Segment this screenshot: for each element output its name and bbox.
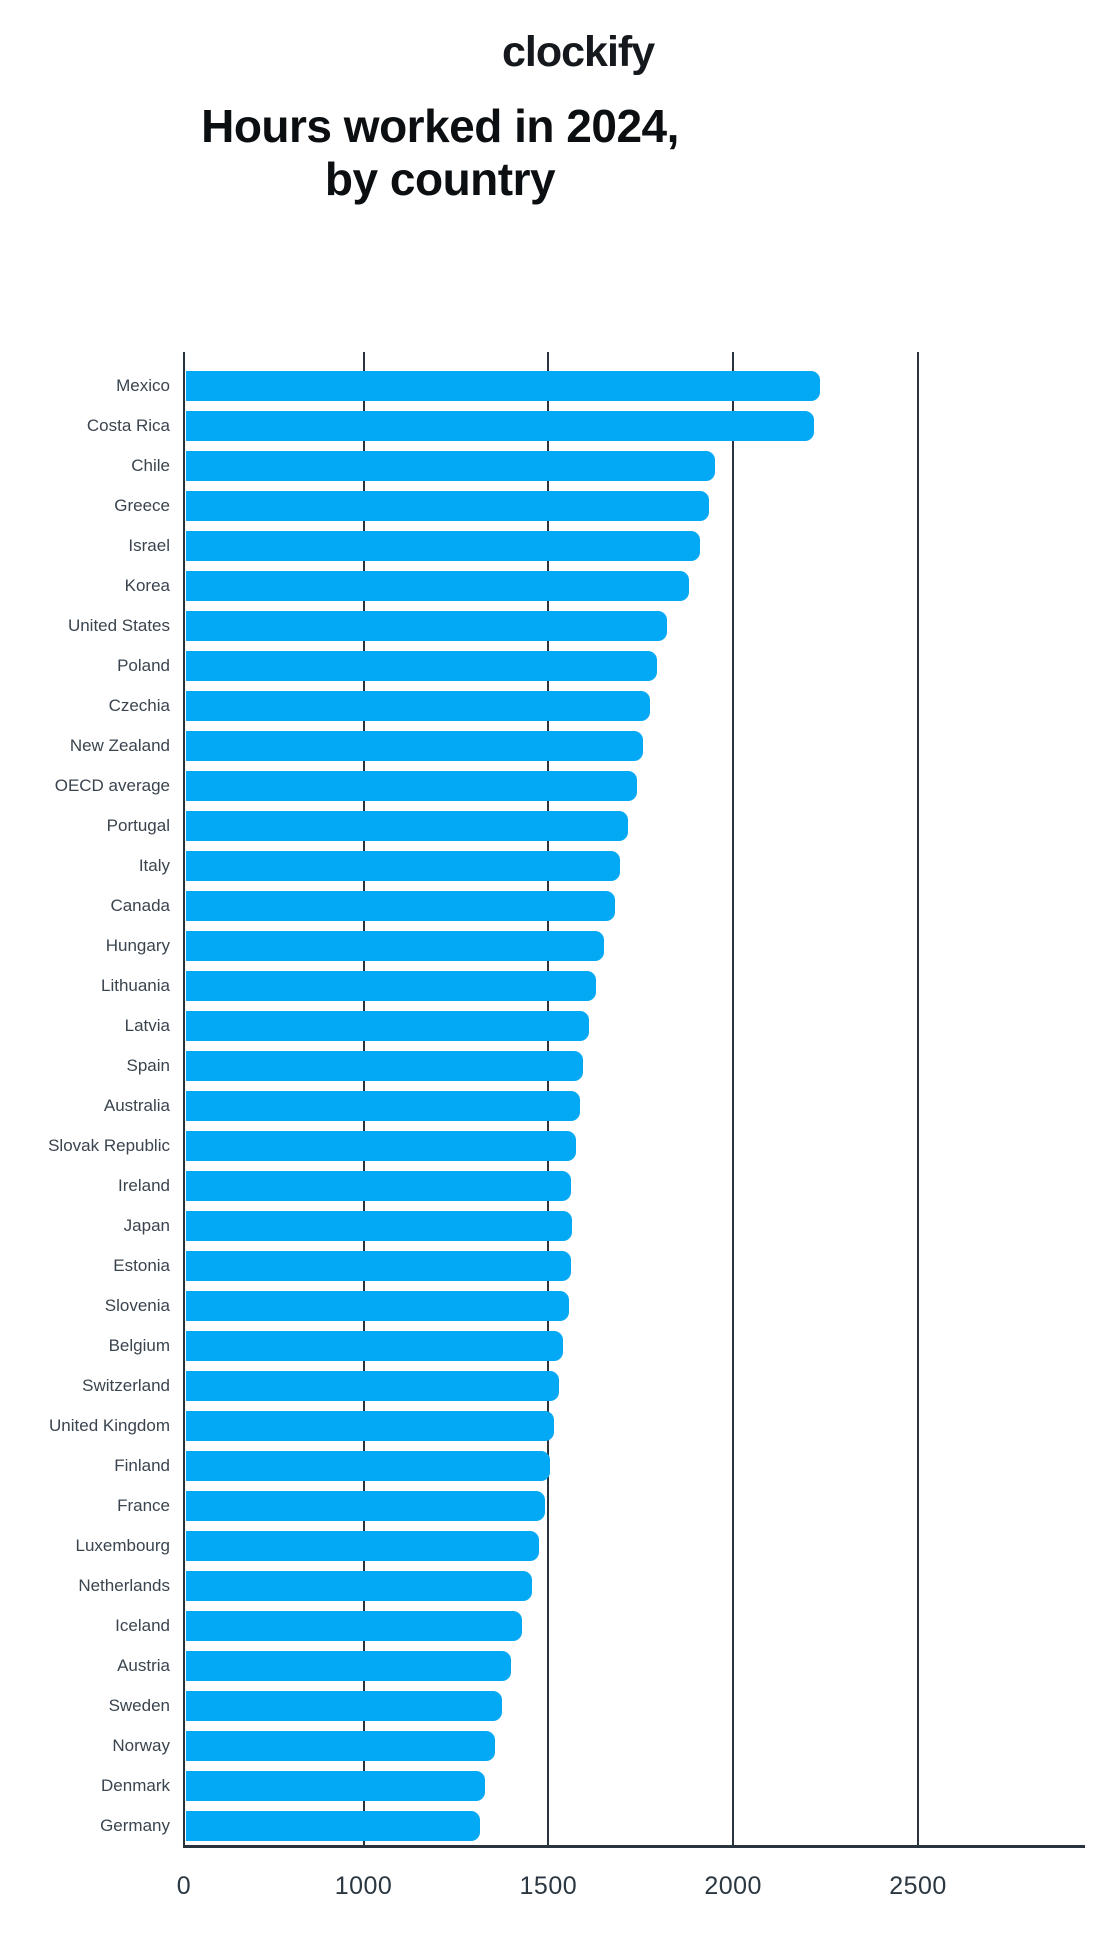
country-label-iceland: Iceland	[115, 1615, 170, 1635]
x-tick-label-2000: 2000	[704, 1872, 762, 1900]
bar-united-states	[185, 610, 667, 641]
bar-norway	[185, 1730, 495, 1761]
country-label-mexico: Mexico	[116, 375, 170, 395]
country-label-costa-rica: Costa Rica	[86, 415, 170, 435]
country-label-switzerland: Switzerland	[82, 1375, 170, 1395]
bar-iceland	[185, 1610, 523, 1641]
country-label-hungary: Hungary	[105, 935, 170, 955]
country-label-japan: Japan	[123, 1215, 170, 1235]
bar-mexico	[185, 370, 821, 401]
bar-chile	[185, 450, 715, 481]
country-label-latvia: Latvia	[124, 1015, 170, 1035]
country-label-israel: Israel	[128, 535, 170, 555]
bar-costa-rica	[185, 410, 815, 441]
gridline-2000	[732, 352, 735, 1847]
country-label-slovenia: Slovenia	[104, 1295, 170, 1315]
bar-slovenia	[185, 1290, 569, 1321]
country-label-new-zealand: New Zealand	[69, 735, 170, 755]
page-title-line2: by country	[324, 153, 556, 205]
x-tick-label-2500: 2500	[889, 1872, 947, 1900]
bar-netherlands	[185, 1570, 532, 1601]
country-label-czechia: Czechia	[108, 695, 170, 715]
country-label-canada: Canada	[110, 895, 170, 915]
country-label-slovak-republic: Slovak Republic	[48, 1135, 170, 1155]
country-label-netherlands: Netherlands	[78, 1575, 170, 1595]
bar-japan	[185, 1210, 573, 1241]
country-label-korea: Korea	[124, 575, 170, 595]
bar-czechia	[185, 690, 650, 721]
country-label-belgium: Belgium	[108, 1335, 170, 1355]
bar-germany	[185, 1810, 480, 1841]
country-label-chile: Chile	[131, 455, 170, 475]
country-label-denmark: Denmark	[101, 1775, 170, 1795]
country-label-united-states: United States	[67, 615, 170, 635]
y-axis-line	[183, 352, 185, 1847]
bar-united-kingdom	[185, 1410, 554, 1441]
bar-new-zealand	[185, 730, 643, 761]
country-label-norway: Norway	[112, 1735, 170, 1755]
country-label-portugal: Portugal	[106, 815, 170, 835]
bar-spain	[185, 1050, 584, 1081]
country-label-austria: Austria	[117, 1655, 170, 1675]
country-label-spain: Spain	[126, 1055, 170, 1075]
bar-israel	[185, 530, 700, 561]
country-label-greece: Greece	[114, 495, 170, 515]
bar-oecd-average	[185, 770, 638, 801]
bar-greece	[185, 490, 710, 521]
gridline-2500	[917, 352, 919, 1847]
bar-ireland	[185, 1170, 571, 1201]
x-axis-line	[182, 1845, 1085, 1848]
bar-switzerland	[185, 1370, 560, 1401]
bar-canada	[185, 890, 615, 921]
bar-belgium	[185, 1330, 564, 1361]
country-label-luxembourg: Luxembourg	[75, 1535, 170, 1555]
bar-denmark	[185, 1770, 486, 1801]
clockify-logo-tile	[437, 25, 490, 78]
bar-korea	[185, 570, 689, 601]
country-label-ireland: Ireland	[118, 1175, 170, 1195]
bar-latvia	[185, 1010, 589, 1041]
country-label-oecd-average: OECD average	[54, 775, 170, 795]
bar-poland	[185, 650, 658, 681]
clockify-wordmark: clockify	[502, 28, 655, 76]
x-tick-label-1000: 1000	[334, 1872, 393, 1900]
country-label-poland: Poland	[117, 655, 170, 675]
bar-france	[185, 1490, 545, 1521]
x-tick-label-0: 0	[176, 1872, 192, 1900]
country-label-australia: Australia	[103, 1095, 170, 1115]
bar-austria	[185, 1650, 512, 1681]
country-label-france: France	[117, 1495, 170, 1515]
bar-australia	[185, 1090, 580, 1121]
country-label-italy: Italy	[138, 855, 170, 875]
clock-icon	[446, 34, 476, 68]
bar-luxembourg	[185, 1530, 540, 1561]
bar-lithuania	[185, 970, 597, 1001]
country-label-estonia: Estonia	[113, 1255, 170, 1275]
bar-italy	[185, 850, 621, 881]
country-label-united-kingdom: United Kingdom	[49, 1415, 170, 1435]
bar-portugal	[185, 810, 628, 841]
bar-sweden	[185, 1690, 503, 1721]
page-title-line1: Hours worked in 2024,	[201, 100, 679, 152]
bar-finland	[185, 1450, 551, 1481]
country-label-lithuania: Lithuania	[100, 975, 170, 995]
page-title: Hours worked in 2024, by country	[0, 100, 880, 206]
x-tick-label-1500: 1500	[519, 1872, 578, 1900]
bar-slovak-republic	[185, 1130, 577, 1161]
bar-estonia	[185, 1250, 571, 1281]
country-label-germany: Germany	[100, 1815, 170, 1835]
country-label-finland: Finland	[114, 1455, 170, 1475]
country-label-sweden: Sweden	[108, 1695, 170, 1715]
bar-hungary	[185, 930, 604, 961]
